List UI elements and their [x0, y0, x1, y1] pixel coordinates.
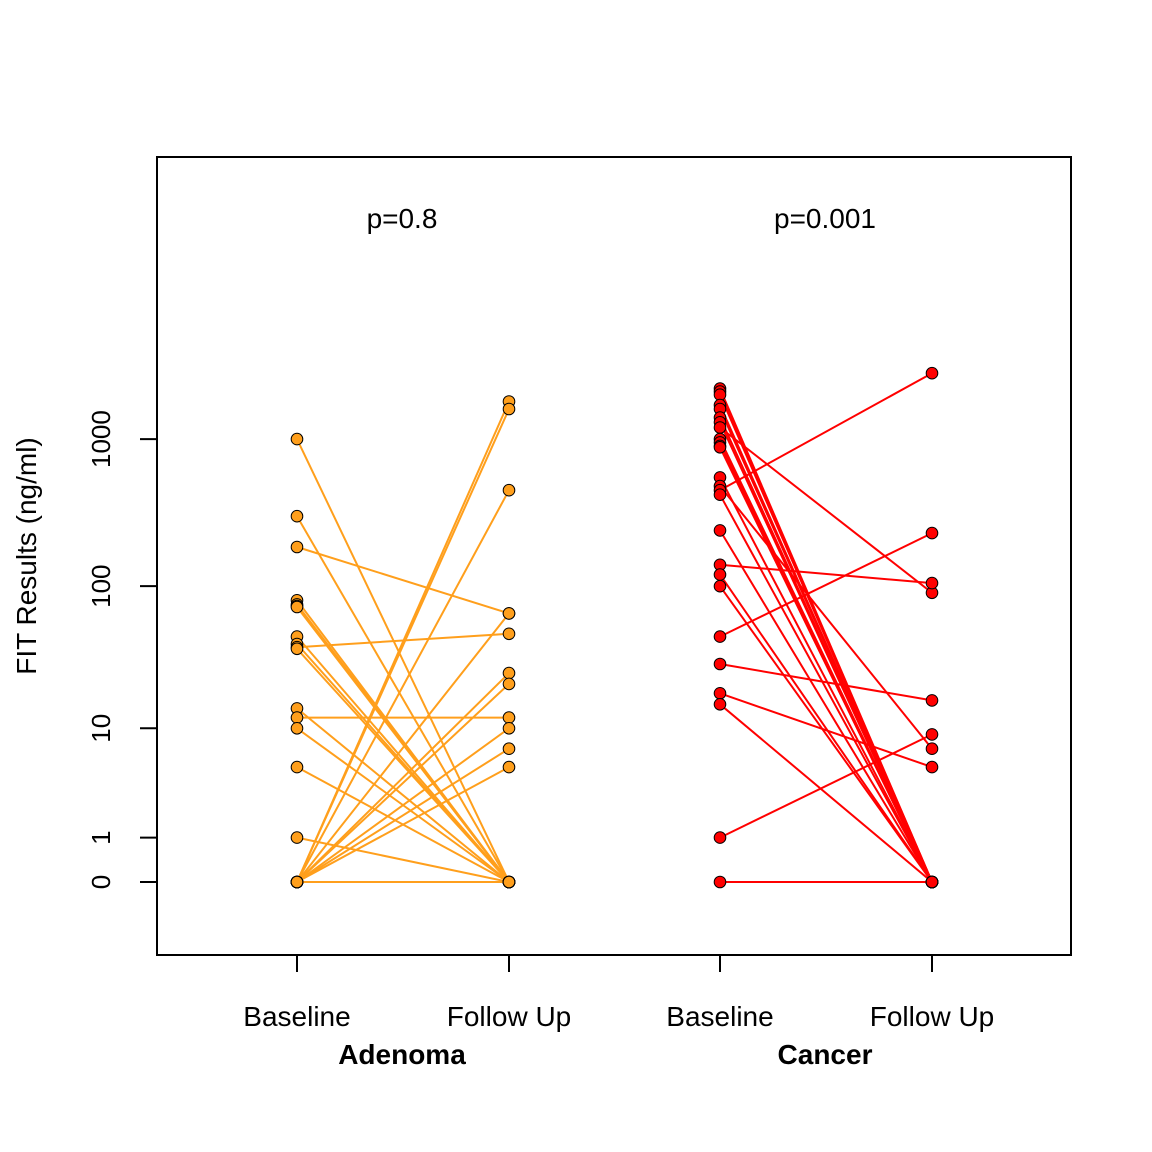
adenoma-followup-point-25 [502, 875, 516, 889]
cancer-pair-line-19 [719, 585, 933, 883]
y-axis: 0 1 10 100 1000 [86, 410, 157, 889]
adenoma-pair-line-24 [296, 766, 510, 883]
adenoma-baseline-point-10 [290, 642, 304, 656]
y-tick-label-3: 100 [86, 565, 116, 608]
y-tick-label-2: 10 [86, 714, 116, 743]
cancer-pair-line-13 [719, 485, 933, 750]
adenoma-pair-line-15 [296, 836, 510, 883]
adenoma-followup-point-20 [502, 666, 516, 680]
adenoma-followup-point-18 [502, 483, 516, 497]
cancer-pair-line-23 [719, 703, 933, 883]
y-tick-label-4: 1000 [86, 410, 116, 468]
adenoma-baseline-point-2 [290, 540, 304, 554]
cancer-pair-line-7 [719, 426, 933, 594]
cancer-pair-line-18 [719, 574, 933, 883]
adenoma-followup-point-9 [502, 627, 516, 641]
adenoma-followup-point-23 [502, 742, 516, 756]
adenoma-baseline-point-13 [290, 722, 304, 735]
adenoma-pair-line-10 [296, 648, 510, 883]
cancer-baseline-point-7 [713, 421, 727, 434]
cancer-baseline-point-16 [713, 524, 727, 537]
adenoma-baseline-point-0 [290, 432, 304, 446]
adenoma-followup-point-17 [502, 402, 516, 416]
x-tick-label-0: Baseline [243, 1001, 350, 1032]
adenoma-followup-point-21 [502, 677, 516, 691]
adenoma-followup-point-22 [502, 722, 516, 735]
cancer-followup-point-24 [925, 728, 939, 741]
cancer-pair-line-20 [719, 532, 933, 638]
adenoma-pair-line-20 [296, 672, 510, 883]
y-tick-label-1: 1 [86, 830, 116, 844]
cancer-pair-line-16 [719, 529, 933, 883]
pair-lines [296, 372, 933, 883]
plot-frame [156, 156, 1072, 956]
cancer-baseline-point-23 [713, 698, 727, 711]
cancer-followup-point-17 [925, 576, 939, 590]
adenoma-pair-line-21 [296, 683, 510, 883]
cancer-pair-line-14 [719, 372, 933, 492]
adenoma-baseline-point-25 [290, 875, 304, 889]
x-tick-label-1: Follow Up [447, 1001, 571, 1032]
adenoma-group-label: Adenoma [338, 1039, 466, 1070]
cancer-followup-point-25 [925, 875, 939, 889]
adenoma-baseline-point-15 [290, 831, 304, 844]
cancer-pair-line-11 [719, 446, 933, 883]
cancer-baseline-point-24 [713, 831, 727, 844]
cancer-baseline-point-19 [713, 579, 727, 593]
cancer-baseline-point-18 [713, 568, 727, 581]
adenoma-pair-line-1 [296, 515, 510, 883]
cancer-followup-point-14 [925, 366, 939, 380]
x-tick-label-2: Baseline [666, 1001, 773, 1032]
adenoma-pair-line-22 [296, 727, 510, 883]
adenoma-pair-line-0 [296, 438, 510, 883]
adenoma-pair-line-18 [296, 489, 510, 883]
cancer-pair-line-24 [719, 733, 933, 839]
cancer-baseline-point-2 [713, 388, 727, 402]
cancer-baseline-point-22 [713, 687, 727, 700]
adenoma-followup-point-12 [502, 711, 516, 724]
cancer-pair-line-15 [719, 494, 933, 883]
adenoma-baseline-point-1 [290, 509, 304, 523]
adenoma-pair-line-23 [296, 747, 510, 883]
cancer-baseline-point-11 [713, 441, 727, 454]
cancer-pair-line-17 [719, 563, 933, 585]
cancer-pair-line-6 [719, 421, 933, 883]
x-tick-label-3: Follow Up [870, 1001, 994, 1032]
cancer-pair-line-12 [719, 476, 933, 883]
y-tick-label-0: 0 [86, 875, 116, 889]
cancer-followup-point-21 [925, 694, 939, 707]
cancer-group-label: Cancer [778, 1039, 873, 1070]
y-axis-label: FIT Results (ng/ml) [11, 437, 42, 675]
cancer-baseline-point-20 [713, 630, 727, 643]
cancer-followup-point-22 [925, 760, 939, 774]
adenoma-pair-line-6 [296, 606, 510, 883]
adenoma-followup-point-24 [502, 760, 516, 774]
adenoma-pair-line-2 [296, 546, 510, 615]
cancer-baseline-point-21 [713, 657, 727, 671]
adenoma-baseline-point-14 [290, 760, 304, 774]
adenoma-baseline-point-6 [290, 600, 304, 614]
cancer-followup-point-13 [925, 742, 939, 756]
adenoma-pair-line-17 [296, 408, 510, 883]
x-axis: Baseline Follow Up Baseline Follow Up [243, 955, 994, 1032]
adenoma-pair-line-11 [296, 707, 510, 883]
data-points [290, 366, 939, 889]
cancer-p-value: p=0.001 [774, 203, 876, 234]
cancer-baseline-point-25 [713, 875, 727, 889]
adenoma-baseline-point-12 [290, 711, 304, 724]
cancer-followup-point-20 [925, 526, 939, 540]
cancer-baseline-point-15 [713, 488, 727, 502]
adenoma-p-value: p=0.8 [367, 203, 438, 234]
cancer-pair-line-22 [719, 692, 933, 769]
adenoma-pair-line-19 [296, 612, 510, 883]
cancer-pair-line-21 [719, 663, 933, 702]
adenoma-followup-point-19 [502, 607, 516, 620]
